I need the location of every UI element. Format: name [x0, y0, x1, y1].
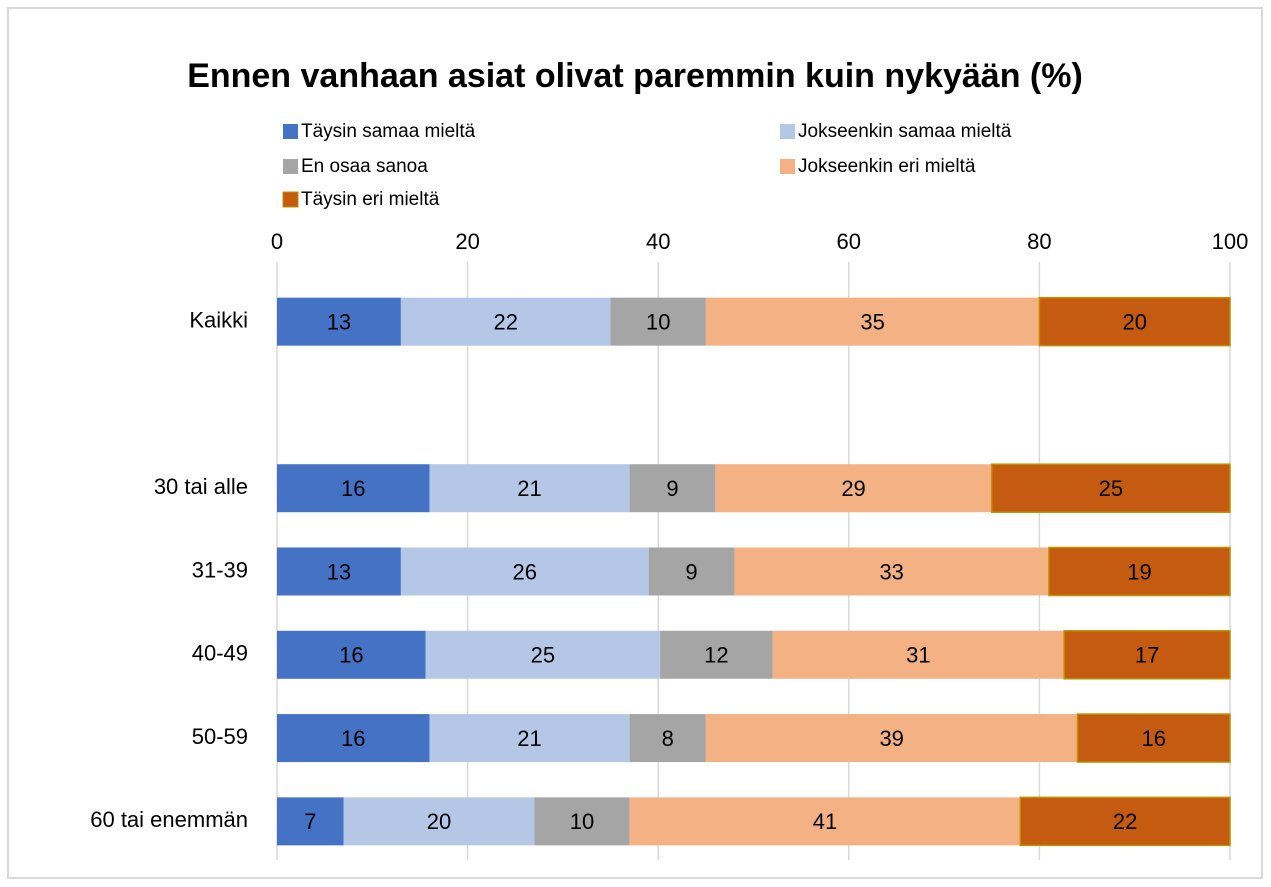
bar-segment [1019, 796, 1231, 847]
bar-segment [629, 797, 1021, 846]
bar-segment [715, 464, 992, 513]
value-label: 33 [879, 559, 903, 584]
legend-swatch [780, 124, 795, 139]
legend-label: Jokseenkin eri mieltä [798, 156, 976, 177]
y-tick-label: 31-39 [192, 557, 248, 582]
value-label: 13 [327, 309, 351, 334]
value-label: 35 [860, 309, 884, 334]
bar-segment [400, 547, 649, 596]
bar-segment [734, 547, 1049, 596]
value-label: 20 [427, 809, 451, 834]
bar-segment [991, 463, 1231, 513]
value-label: 16 [341, 726, 365, 751]
value-label: 16 [341, 476, 365, 501]
value-label: 17 [1135, 643, 1159, 668]
value-label: 41 [813, 809, 837, 834]
x-tick-label: 80 [1027, 229, 1051, 254]
value-label: 20 [1122, 309, 1146, 334]
bar-segment [277, 547, 401, 596]
value-label: 13 [327, 559, 351, 584]
value-label: 19 [1127, 559, 1151, 584]
value-label: 16 [339, 643, 363, 668]
bar-segment [772, 630, 1065, 679]
value-label: 21 [517, 726, 541, 751]
bar-segment [277, 714, 430, 763]
value-label: 21 [517, 476, 541, 501]
bar-segment [277, 630, 426, 679]
value-label: 12 [704, 643, 728, 668]
bar-segment [629, 714, 706, 763]
legend-swatch [282, 191, 299, 208]
bar-segment [277, 464, 430, 513]
bar-segment [610, 297, 706, 346]
value-label: 9 [666, 476, 678, 501]
legend-swatch [283, 124, 298, 139]
bar-segment [429, 714, 630, 763]
legend-label: Täysin eri mieltä [301, 189, 440, 210]
value-label: 10 [570, 809, 594, 834]
value-label: 8 [662, 726, 674, 751]
value-label: 25 [1099, 476, 1123, 501]
x-tick-label: 60 [837, 229, 861, 254]
bar-segment [400, 297, 611, 346]
bar-segment [1063, 630, 1231, 680]
value-label: 22 [493, 309, 517, 334]
chart-title: Ennen vanhaan asiat olivat paremmin kuin… [187, 57, 1083, 95]
x-tick-label: 100 [1212, 229, 1249, 254]
value-label: 26 [513, 559, 537, 584]
legend-label: Täysin samaa mieltä [301, 121, 476, 142]
x-tick-label: 40 [646, 229, 670, 254]
bar-segment [534, 797, 630, 846]
y-tick-label: 30 tai alle [154, 474, 248, 499]
bar-segment [1038, 296, 1231, 347]
bar-segment [277, 297, 401, 346]
y-tick-label: 50-59 [192, 724, 248, 749]
value-label: 10 [646, 309, 670, 334]
bar-segment [429, 464, 630, 513]
bar-segment [629, 464, 716, 513]
value-label: 29 [841, 476, 865, 501]
legend-label: Jokseenkin samaa mieltä [798, 121, 1012, 142]
bar-segment [1076, 713, 1231, 763]
value-label: 22 [1113, 809, 1137, 834]
value-label: 16 [1142, 726, 1166, 751]
bar-segment [1048, 546, 1231, 597]
bar-segment [425, 630, 661, 679]
bar-segment [648, 547, 735, 596]
value-label: 39 [879, 726, 903, 751]
bar-segment [660, 630, 773, 679]
value-label: 31 [906, 643, 930, 668]
bar-segment [705, 714, 1078, 763]
y-tick-label: 60 tai enemmän [90, 807, 248, 832]
y-tick-label: 40-49 [192, 641, 248, 666]
value-label: 7 [304, 809, 316, 834]
legend-swatch [283, 159, 298, 174]
legend-label: En osaa sanoa [301, 156, 428, 177]
y-tick-label: Kaikki [189, 307, 248, 332]
value-label: 25 [531, 643, 555, 668]
x-tick-label: 20 [455, 229, 479, 254]
legend-swatch [780, 159, 795, 174]
bar-segment [277, 797, 344, 846]
bar-segment [343, 797, 535, 846]
x-tick-label: 0 [271, 229, 283, 254]
value-label: 9 [685, 559, 697, 584]
bar-segment [705, 297, 1040, 346]
